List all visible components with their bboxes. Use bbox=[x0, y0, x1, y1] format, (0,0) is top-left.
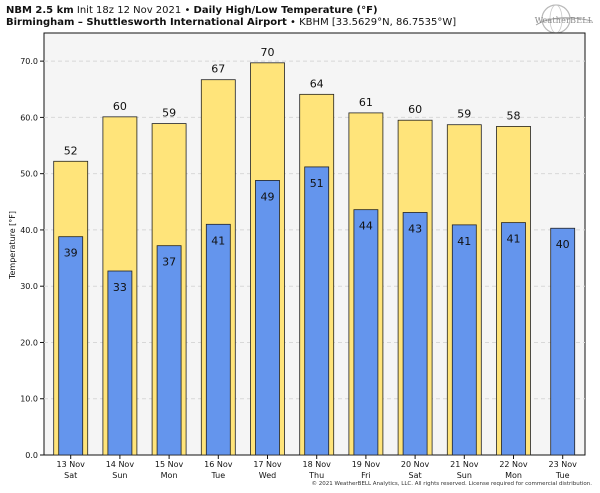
x-tick-day: Fri bbox=[361, 471, 371, 480]
init-time: Init 18z 12 Nov 2021 bbox=[76, 5, 182, 16]
high-temp-label: 67 bbox=[211, 63, 225, 76]
high-temp-label: 61 bbox=[359, 96, 373, 109]
x-axis: 13 Nov Sat 14 Nov Sun 15 Nov Mon 16 Nov Tue 17 N… bbox=[57, 455, 578, 480]
low-temp-bar bbox=[255, 180, 280, 456]
low-temp-bar bbox=[550, 227, 576, 456]
y-tick-label: 0.0 bbox=[25, 451, 38, 460]
low-temp-label: 41 bbox=[457, 235, 471, 248]
low-temp-label: 39 bbox=[64, 247, 78, 260]
high-temp-label: 60 bbox=[408, 103, 422, 116]
low-temp-label: 41 bbox=[211, 234, 225, 247]
low-temp-bar bbox=[451, 224, 477, 456]
low-temp-label: 44 bbox=[359, 220, 373, 233]
low-temp-label: 37 bbox=[162, 256, 176, 269]
grid-lines bbox=[44, 60, 585, 400]
low-temp-label: 40 bbox=[556, 238, 570, 251]
low-temp-bar bbox=[107, 270, 133, 456]
low-temp-label: 43 bbox=[408, 222, 422, 235]
chart-header-line1: NBM 2.5 km Init 18z 12 Nov 2021 • Daily … bbox=[6, 5, 378, 17]
low-temp-label: 49 bbox=[261, 190, 275, 203]
high-temp-label: 59 bbox=[457, 108, 471, 121]
y-axis: 0.0 10.0 20.0 30.0 40.0 50.0 60.0 70.0 bbox=[20, 57, 44, 460]
y-tick-label: 50.0 bbox=[20, 170, 38, 179]
bullet-separator: • bbox=[184, 5, 191, 16]
y-tick-label: 20.0 bbox=[20, 338, 38, 347]
x-tick-day: Sun bbox=[112, 471, 127, 480]
high-temp-label: 64 bbox=[310, 77, 324, 90]
x-tick-date: 15 Nov bbox=[155, 460, 184, 469]
low-temp-bar bbox=[501, 222, 526, 456]
high-temp-label: 52 bbox=[64, 144, 78, 157]
x-tick-day: Tue bbox=[210, 471, 225, 480]
x-tick-day: Sat bbox=[64, 471, 77, 480]
x-tick-date: 17 Nov bbox=[253, 460, 282, 469]
low-temp-label: 51 bbox=[310, 177, 324, 190]
model-name: NBM 2.5 km bbox=[6, 5, 74, 16]
x-tick-day: Mon bbox=[505, 471, 522, 480]
weatherbell-logo: WeatherBELL bbox=[532, 3, 596, 37]
low-temp-bar bbox=[353, 209, 379, 456]
x-tick-day: Thu bbox=[308, 471, 324, 480]
chart-header-line2: Birmingham – Shuttlesworth International… bbox=[6, 17, 456, 29]
x-tick-date: 14 Nov bbox=[106, 460, 135, 469]
y-tick-label: 60.0 bbox=[20, 113, 38, 122]
x-tick-date: 13 Nov bbox=[57, 460, 86, 469]
low-temp-bar bbox=[402, 212, 428, 456]
globe-logo-icon bbox=[535, 4, 593, 34]
x-tick-day: Mon bbox=[161, 471, 178, 480]
low-temp-bar bbox=[304, 166, 330, 456]
x-tick-date: 20 Nov bbox=[401, 460, 430, 469]
chart-title: Daily High/Low Temperature (°F) bbox=[193, 5, 378, 16]
high-temp-label: 60 bbox=[113, 100, 127, 113]
y-tick-label: 10.0 bbox=[20, 395, 38, 404]
logo-text: WeatherBELL bbox=[534, 16, 594, 25]
x-tick-date: 22 Nov bbox=[499, 460, 528, 469]
high-temp-label: 58 bbox=[507, 109, 521, 122]
low-temp-bar bbox=[205, 223, 231, 456]
x-tick-day: Wed bbox=[259, 471, 276, 480]
low-temp-bar bbox=[58, 236, 84, 456]
station-info: KBHM [33.5629°N, 86.7535°W] bbox=[299, 17, 457, 28]
low-temp-label: 33 bbox=[113, 281, 127, 294]
location-name: Birmingham – Shuttlesworth International… bbox=[6, 17, 287, 28]
y-axis-label: Temperature [°F] bbox=[8, 211, 17, 280]
y-tick-label: 30.0 bbox=[20, 282, 38, 291]
y-tick-label: 40.0 bbox=[20, 226, 38, 235]
y-tick-label: 70.0 bbox=[20, 57, 38, 66]
x-tick-day: Sun bbox=[457, 471, 472, 480]
x-tick-day: Tue bbox=[555, 471, 570, 480]
high-temp-label: 70 bbox=[261, 46, 275, 59]
x-tick-day: Sat bbox=[409, 471, 422, 480]
high-temp-label: 59 bbox=[162, 107, 176, 120]
low-temp-bar bbox=[156, 245, 182, 456]
copyright-notice: © 2021 WeatherBELL Analytics, LLC. All r… bbox=[311, 481, 592, 487]
low-temp-label: 41 bbox=[507, 233, 521, 246]
bars-group: 52 39 60 33 59 37 67 41 70 49 64 51 61 44 60 43 59 41 58 41… bbox=[53, 46, 576, 456]
x-tick-date: 18 Nov bbox=[303, 460, 332, 469]
x-tick-date: 16 Nov bbox=[204, 460, 233, 469]
x-tick-date: 23 Nov bbox=[549, 460, 578, 469]
bullet-separator: • bbox=[290, 17, 296, 28]
x-tick-date: 21 Nov bbox=[450, 460, 479, 469]
x-tick-date: 19 Nov bbox=[352, 460, 381, 469]
